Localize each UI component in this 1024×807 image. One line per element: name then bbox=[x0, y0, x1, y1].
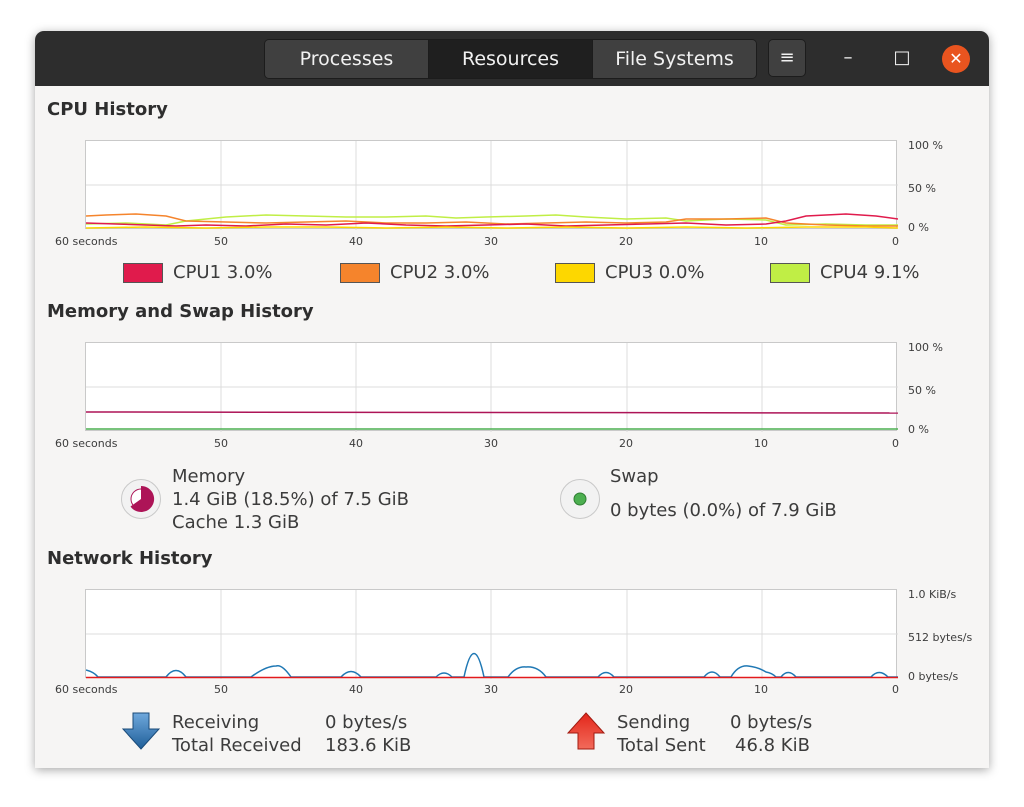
cpu-y-tick-50: 50 % bbox=[908, 182, 936, 195]
memory-y-tick-50: 50 % bbox=[908, 384, 936, 397]
minimize-button[interactable]: – bbox=[833, 43, 863, 73]
memory-x-tick-50: 50 bbox=[214, 437, 228, 450]
memory-cache: Cache 1.3 GiB bbox=[172, 512, 300, 533]
tab-processes[interactable]: Processes bbox=[265, 40, 429, 78]
cpu3-label: CPU3 bbox=[605, 262, 654, 283]
system-monitor-window: Processes Resources File Systems ≡ – □ ✕… bbox=[35, 31, 989, 768]
memory-pie-icon bbox=[130, 485, 155, 512]
total-received-value: 183.6 KiB bbox=[325, 735, 412, 756]
cpu3-color-button[interactable] bbox=[555, 262, 595, 283]
cpu-x-tick-50: 50 bbox=[214, 235, 228, 248]
tab-file-systems[interactable]: File Systems bbox=[593, 40, 756, 78]
memory-pie-button[interactable] bbox=[121, 479, 161, 519]
network-x-tick-10: 10 bbox=[754, 683, 768, 696]
swap-pie-icon bbox=[573, 492, 587, 506]
cpu2-value: 3.0% bbox=[443, 262, 490, 283]
network-x-tick-0: 0 bbox=[892, 683, 899, 696]
maximize-icon: □ bbox=[893, 47, 911, 68]
sending-color-button[interactable] bbox=[566, 711, 606, 757]
view-switcher: Processes Resources File Systems bbox=[264, 39, 757, 79]
memory-x-tick-30: 30 bbox=[484, 437, 498, 450]
memory-line bbox=[86, 411, 898, 414]
cpu-graph-canvas bbox=[86, 141, 898, 230]
cpu3-legend: CPU3 0.0% bbox=[555, 262, 705, 283]
swap-label: Swap bbox=[610, 466, 659, 487]
memory-x-tick-10: 10 bbox=[754, 437, 768, 450]
memory-label: Memory bbox=[172, 466, 246, 487]
memory-x-tick-40: 40 bbox=[349, 437, 363, 450]
cpu4-line bbox=[86, 214, 898, 226]
cpu2-line bbox=[86, 213, 898, 227]
receiving-color-button[interactable] bbox=[121, 711, 161, 757]
network-x-tick-20: 20 bbox=[619, 683, 633, 696]
cpu-history-title: CPU History bbox=[47, 99, 168, 120]
cpu4-legend: CPU4 9.1% bbox=[770, 262, 920, 283]
total-received-label: Total Received bbox=[172, 735, 302, 756]
hamburger-menu-button[interactable]: ≡ bbox=[768, 39, 806, 77]
network-y-tick-max: 1.0 KiB/s bbox=[908, 588, 957, 601]
network-x-tick-40: 40 bbox=[349, 683, 363, 696]
tab-resources[interactable]: Resources bbox=[429, 40, 593, 78]
cpu1-legend: CPU1 3.0% bbox=[123, 262, 273, 283]
network-x-tick-50: 50 bbox=[214, 683, 228, 696]
hamburger-icon: ≡ bbox=[779, 47, 795, 68]
cpu2-color-button[interactable] bbox=[340, 262, 380, 283]
memory-y-tick-100: 100 % bbox=[908, 341, 943, 354]
cpu-x-tick-30: 30 bbox=[484, 235, 498, 248]
memory-history-graph bbox=[85, 342, 898, 432]
sending-label: Sending bbox=[617, 712, 691, 733]
network-y-tick-0: 0 bytes/s bbox=[908, 670, 959, 683]
download-arrow-icon bbox=[121, 712, 161, 750]
cpu-x-tick-0: 0 bbox=[892, 235, 899, 248]
cpu-history-graph bbox=[85, 140, 898, 230]
cpu2-label: CPU2 bbox=[390, 262, 439, 283]
upload-arrow-icon bbox=[566, 712, 606, 750]
close-icon: ✕ bbox=[949, 49, 963, 68]
cpu-x-tick-40: 40 bbox=[349, 235, 363, 248]
maximize-button[interactable]: □ bbox=[887, 43, 917, 73]
close-button[interactable]: ✕ bbox=[942, 45, 970, 73]
cpu1-value: 3.0% bbox=[226, 262, 273, 283]
cpu-x-tick-60: 60 seconds bbox=[55, 235, 118, 248]
cpu-y-tick-100: 100 % bbox=[908, 139, 943, 152]
cpu4-label: CPU4 bbox=[820, 262, 869, 283]
receiving-value: 0 bytes/s bbox=[325, 712, 408, 733]
minimize-icon: – bbox=[843, 47, 853, 68]
total-sent-value: 46.8 KiB bbox=[735, 735, 810, 756]
network-history-title: Network History bbox=[47, 548, 213, 569]
network-graph-canvas bbox=[86, 590, 898, 679]
memory-x-tick-0: 0 bbox=[892, 437, 899, 450]
cpu3-line bbox=[86, 226, 898, 229]
header-bar: Processes Resources File Systems ≡ – □ ✕ bbox=[35, 31, 989, 86]
cpu3-value: 0.0% bbox=[658, 262, 705, 283]
cpu-x-tick-20: 20 bbox=[619, 235, 633, 248]
memory-history-title: Memory and Swap History bbox=[47, 301, 314, 322]
memory-x-tick-60: 60 seconds bbox=[55, 437, 118, 450]
cpu2-legend: CPU2 3.0% bbox=[340, 262, 490, 283]
swap-pie-button[interactable] bbox=[560, 479, 600, 519]
network-history-graph bbox=[85, 589, 898, 679]
receiving-line bbox=[86, 653, 898, 678]
memory-usage: 1.4 GiB (18.5%) of 7.5 GiB bbox=[172, 489, 410, 510]
receiving-label: Receiving bbox=[172, 712, 260, 733]
cpu-y-tick-0: 0 % bbox=[908, 221, 929, 234]
network-x-tick-60: 60 seconds bbox=[55, 683, 118, 696]
cpu4-value: 9.1% bbox=[873, 262, 920, 283]
total-sent-label: Total Sent bbox=[617, 735, 706, 756]
cpu1-line bbox=[86, 213, 898, 227]
cpu4-color-button[interactable] bbox=[770, 262, 810, 283]
sending-value: 0 bytes/s bbox=[730, 712, 813, 733]
memory-y-tick-0: 0 % bbox=[908, 423, 929, 436]
network-x-tick-30: 30 bbox=[484, 683, 498, 696]
cpu-x-tick-10: 10 bbox=[754, 235, 768, 248]
network-y-tick-mid: 512 bytes/s bbox=[908, 631, 973, 644]
swap-usage: 0 bytes (0.0%) of 7.9 GiB bbox=[610, 500, 837, 521]
cpu1-label: CPU1 bbox=[173, 262, 222, 283]
memory-graph-canvas bbox=[86, 343, 898, 432]
cpu1-color-button[interactable] bbox=[123, 262, 163, 283]
memory-x-tick-20: 20 bbox=[619, 437, 633, 450]
